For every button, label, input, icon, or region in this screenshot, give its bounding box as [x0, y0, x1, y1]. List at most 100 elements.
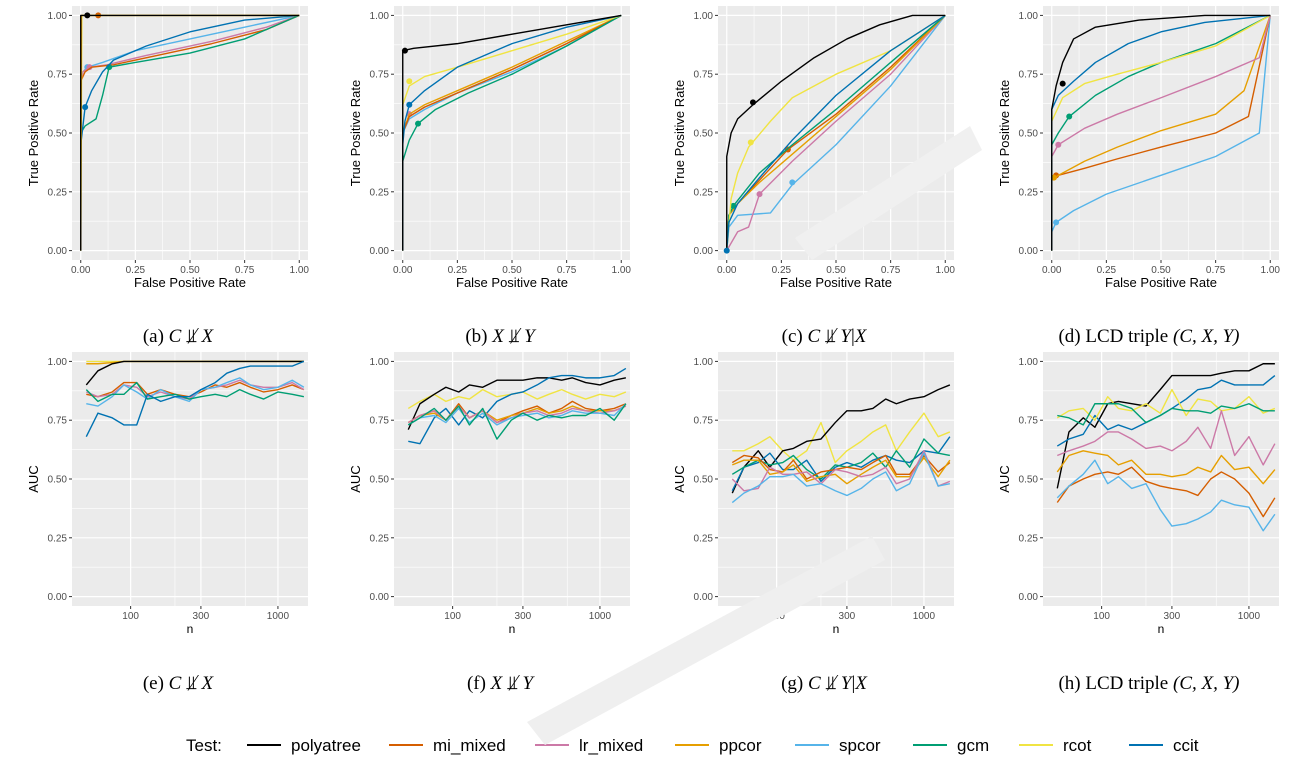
y-tick-label: 1.00	[48, 357, 68, 368]
x-tick-label: 0.00	[717, 265, 737, 276]
x-axis-label: n	[187, 622, 194, 636]
marker-lr_mixed	[1055, 141, 1062, 148]
y-tick-label: 0.75	[48, 416, 68, 427]
chart-panel-b: 0.00 0.25 0.50 0.75 1.00 0.00 0.25 0.50 0.75 1.00…	[348, 6, 631, 290]
x-tick-label: 0.50	[502, 265, 522, 276]
series-line-mi_mixed	[1056, 466, 1276, 518]
legend-label: rcot	[1063, 736, 1092, 755]
y-tick-label: 0.00	[1019, 592, 1039, 603]
x-axis-label: False Positive Rate	[780, 275, 892, 290]
chart-panel-e: 0.00 0.25 0.50 0.75 1.00 100 300 1000 n AUC	[26, 352, 308, 636]
y-tick-label: 0.00	[694, 246, 714, 257]
marker-rcot	[406, 78, 413, 85]
series-line-gcm	[1057, 403, 1275, 426]
series-line-polyatree	[85, 360, 304, 386]
y-axis-label: True Positive Rate	[997, 80, 1012, 186]
series-line-polyatree	[407, 377, 627, 430]
x-tick-label: 1000	[913, 611, 936, 622]
legend-title: Test:	[186, 736, 222, 755]
series-line-lr_mixed	[731, 450, 951, 492]
series-line-mi_mixed	[731, 454, 951, 480]
caption-text: (f) X ⫫̸ Y	[467, 673, 536, 694]
series-line-ccit	[408, 367, 627, 445]
y-tick-label: 0.00	[694, 592, 714, 603]
x-tick-label: 0.75	[881, 265, 901, 276]
x-tick-label: 0.50	[1151, 265, 1171, 276]
x-tick-label: 0.00	[393, 265, 413, 276]
legend-entry-spcor: spcor	[795, 736, 881, 755]
marker-lr_mixed	[86, 64, 93, 71]
legend-entry-lr_mixed: lr_mixed	[535, 736, 643, 755]
y-tick-label: 1.00	[48, 11, 68, 22]
marker-spcor	[1053, 219, 1060, 226]
marker-ccit	[82, 104, 89, 111]
y-tick-label: 0.50	[694, 129, 714, 140]
marker-spcor	[789, 179, 796, 186]
plot-area	[723, 14, 946, 254]
series-line-spcor	[86, 377, 305, 407]
series-line-ccit	[85, 360, 305, 437]
marker-polyatree	[749, 99, 756, 106]
y-axis-label: AUC	[348, 465, 363, 492]
x-tick-label: 300	[193, 611, 210, 622]
y-tick-label: 0.00	[370, 592, 390, 603]
x-tick-label: 0.00	[71, 265, 91, 276]
series-line-spcor	[731, 452, 951, 504]
y-axis-label: True Positive Rate	[672, 80, 687, 186]
grid	[1043, 6, 1279, 260]
legend-entry-ppcor: ppcor	[675, 736, 762, 755]
marker-extra	[723, 247, 730, 254]
caption-c: (c) C ⫫̸ Y|X	[782, 326, 868, 347]
chart-panel-d: 0.00 0.25 0.50 0.75 1.00 0.00 0.25 0.50 0.75 1.00…	[997, 6, 1280, 290]
y-tick-label: 1.00	[694, 11, 714, 22]
marker-rcot	[747, 139, 754, 146]
y-tick-label: 0.00	[48, 246, 68, 257]
x-tick-label: 100	[444, 611, 461, 622]
legend: Test: polyatree mi_mixed lr_mixed ppcor spcor…	[186, 736, 1199, 755]
y-tick-label: 0.25	[48, 187, 68, 198]
y-axis-label: AUC	[672, 465, 687, 492]
x-tick-label: 0.25	[448, 265, 468, 276]
y-tick-label: 0.75	[1019, 70, 1039, 81]
x-axis-label: n	[833, 622, 840, 636]
plot-area	[80, 12, 300, 251]
marker-gcm	[1066, 113, 1073, 120]
y-tick-label: 0.75	[694, 416, 714, 427]
grid	[394, 352, 630, 606]
series-line-rcot	[1056, 388, 1276, 421]
x-tick-label: 1.00	[1261, 265, 1281, 276]
y-axis-label: AUC	[26, 465, 41, 492]
x-tick-label: 1.00	[612, 265, 632, 276]
marker-gcm	[730, 202, 737, 209]
series-line-spcor	[726, 14, 946, 251]
plot-area	[85, 360, 305, 437]
series-line-spcor	[1056, 459, 1276, 532]
caption-e: (e) C ⫫̸ X	[143, 673, 215, 694]
legend-label: spcor	[839, 736, 881, 755]
marker-gcm	[415, 120, 422, 127]
chart-panel-f: 0.00 0.25 0.50 0.75 1.00 100 300 1000 n AUC	[348, 352, 630, 636]
y-tick-label: 0.25	[48, 533, 68, 544]
y-tick-label: 0.25	[1019, 533, 1039, 544]
series-line-polyatree	[1056, 363, 1275, 489]
caption-text: (c) C ⫫̸ Y|X	[782, 326, 868, 347]
series-line-spcor	[1051, 15, 1271, 251]
chart-panel-a: 0.00 0.25 0.50 0.75 1.00 0.00 0.25 0.50 0.75 1.00…	[26, 6, 309, 290]
caption-f: (f) X ⫫̸ Y	[467, 673, 536, 694]
x-tick-label: 0.25	[772, 265, 792, 276]
series-line-lr_mixed	[1057, 410, 1276, 466]
y-tick-label: 0.00	[1019, 246, 1039, 257]
y-tick-label: 1.00	[694, 357, 714, 368]
x-tick-label: 1000	[1238, 611, 1261, 622]
legend-label: mi_mixed	[433, 736, 506, 755]
y-tick-label: 0.50	[1019, 475, 1039, 486]
x-tick-label: 0.75	[235, 265, 255, 276]
plot-area	[731, 384, 951, 504]
y-tick-label: 0.25	[370, 187, 390, 198]
x-tick-label: 0.25	[126, 265, 146, 276]
legend-entry-mi_mixed: mi_mixed	[389, 736, 506, 755]
series-line-ccit	[80, 14, 300, 251]
x-tick-label: 100	[122, 611, 139, 622]
x-tick-label: 1.00	[290, 265, 310, 276]
series-line-gcm	[407, 403, 627, 440]
